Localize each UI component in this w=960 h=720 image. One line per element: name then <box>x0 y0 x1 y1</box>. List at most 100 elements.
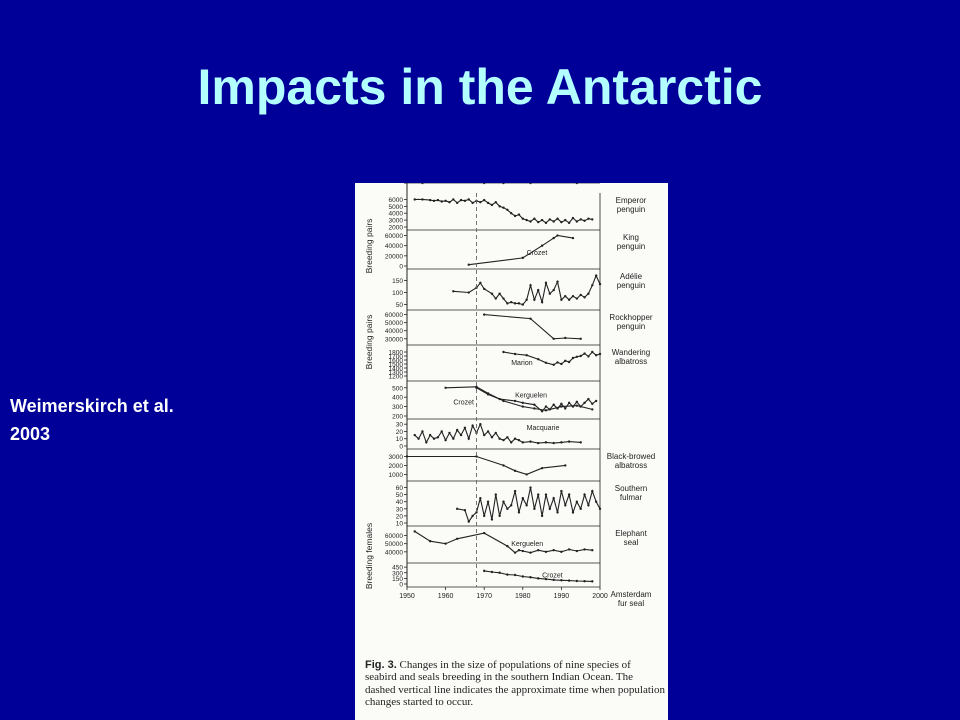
data-point <box>517 213 521 216</box>
data-point <box>498 571 501 574</box>
data-point <box>591 350 594 354</box>
data-point <box>571 216 575 220</box>
citation-authors: Weimerskirch et al. <box>10 396 174 416</box>
data-point <box>490 292 494 295</box>
species-label: albatross <box>615 357 647 366</box>
data-point <box>467 291 470 294</box>
data-point <box>513 214 517 218</box>
species-label: albatross <box>615 461 647 470</box>
data-point <box>494 201 497 204</box>
data-point <box>452 198 455 201</box>
data-point <box>594 500 598 503</box>
data-point <box>459 198 463 202</box>
data-point <box>521 575 524 578</box>
data-point <box>567 548 571 551</box>
species-label: Southern <box>615 484 647 493</box>
y-tick-label: 0 <box>399 264 403 271</box>
species-label: penguin <box>617 281 645 290</box>
data-point <box>502 206 505 209</box>
species-label: penguin <box>617 322 645 331</box>
data-point <box>463 509 467 512</box>
data-point <box>591 408 594 411</box>
data-point <box>552 220 555 223</box>
data-point <box>552 337 555 340</box>
data-point <box>575 220 579 223</box>
y-tick-label: 500 <box>392 385 403 392</box>
y-tick-label: 5000 <box>389 204 404 211</box>
y-tick-label: 0 <box>399 582 403 589</box>
data-point <box>575 579 579 583</box>
data-point <box>564 218 567 222</box>
data-point <box>490 436 494 439</box>
y-tick-label: 1600 <box>389 358 404 365</box>
data-point <box>413 198 416 201</box>
data-point <box>448 431 451 435</box>
data-point <box>583 548 586 551</box>
y-axis-title: Breeding females <box>364 523 374 589</box>
data-point <box>510 300 513 304</box>
data-point <box>571 294 575 298</box>
data-point <box>483 313 486 316</box>
y-tick-label: 450 <box>392 565 403 572</box>
data-point <box>529 284 532 287</box>
data-point <box>567 493 571 496</box>
data-point <box>494 431 497 435</box>
data-point <box>537 220 540 224</box>
data-point <box>575 404 579 407</box>
data-point <box>579 218 582 221</box>
data-point <box>498 514 501 518</box>
data-point <box>544 361 548 364</box>
data-point <box>421 430 424 433</box>
y-tick-label: 300 <box>392 404 403 411</box>
data-point <box>556 234 559 237</box>
data-point <box>583 579 586 583</box>
data-point <box>544 405 548 408</box>
data-point <box>471 514 474 518</box>
data-point <box>575 400 579 404</box>
y-axis-title: Breeding pairs <box>364 219 374 274</box>
data-point <box>533 507 536 511</box>
data-point <box>448 201 451 204</box>
series-line <box>414 530 593 554</box>
data-point <box>483 531 486 535</box>
data-point <box>455 428 459 432</box>
species-label: penguin <box>617 205 645 214</box>
series-annotation: Kerguelen <box>515 393 547 400</box>
species-label: Wandering <box>612 348 650 357</box>
data-point <box>521 441 524 444</box>
data-point <box>579 441 582 444</box>
y-tick-label: 20 <box>396 429 404 436</box>
data-point <box>510 441 513 444</box>
data-point <box>583 493 586 496</box>
data-point <box>525 218 528 222</box>
data-point <box>525 473 528 476</box>
data-point <box>587 355 590 358</box>
data-point <box>471 201 474 205</box>
data-point <box>571 236 575 240</box>
y-tick-label: 30000 <box>385 336 403 343</box>
data-point <box>463 426 467 430</box>
figure-panel: 2000 3000 4000 5000 6000 Emperor penguin 0 20000… <box>355 183 668 720</box>
y-tick-label: 50000 <box>385 541 403 548</box>
data-point <box>498 205 501 208</box>
data-point <box>413 530 416 533</box>
data-point <box>548 292 552 295</box>
citation-year: 2003 <box>10 424 51 444</box>
data-point <box>583 296 586 299</box>
data-point <box>479 496 482 500</box>
data-point <box>544 221 548 225</box>
data-point <box>521 217 524 220</box>
y-tick-label: 40 <box>396 499 404 506</box>
data-point <box>452 437 455 440</box>
data-point <box>544 441 548 444</box>
data-point <box>544 550 548 554</box>
data-point <box>502 297 505 300</box>
data-point <box>479 281 482 285</box>
data-point <box>567 579 571 582</box>
y-tick-label: 6000 <box>389 183 404 185</box>
y-tick-label: 400 <box>392 395 403 402</box>
data-point <box>502 464 505 467</box>
